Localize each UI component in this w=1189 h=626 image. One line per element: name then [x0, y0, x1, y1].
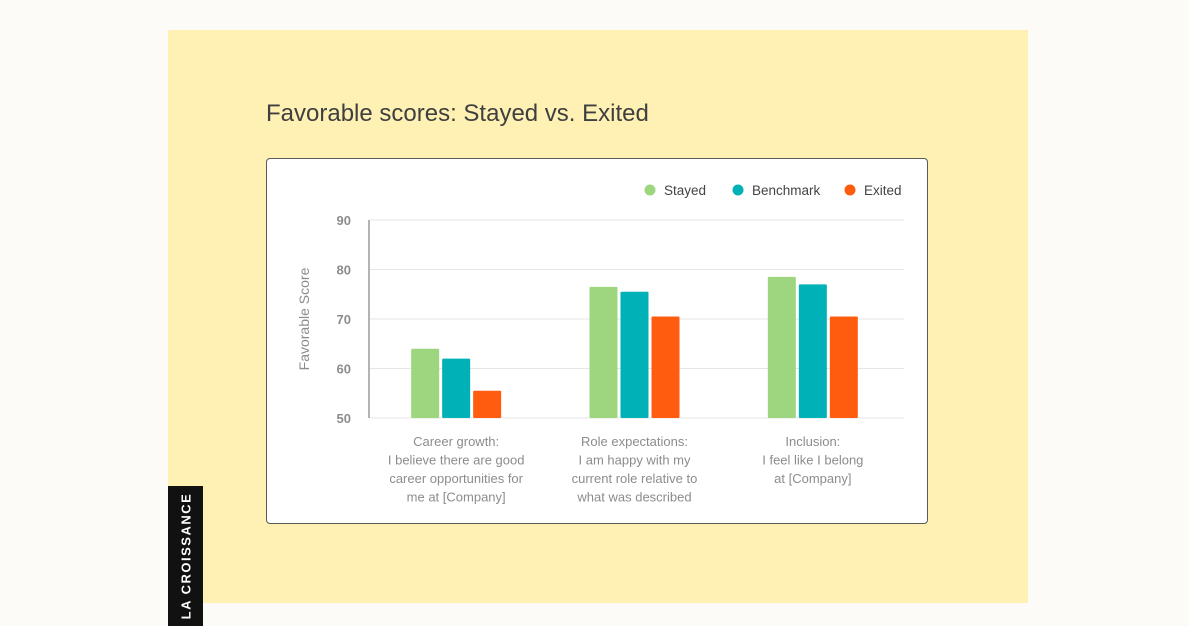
legend-label: Stayed [664, 183, 706, 198]
category-label: Role expectations: [581, 434, 688, 449]
bar-stayed [411, 348, 440, 418]
bar-chart: 50 60 70 80 90 Favorable Score Career growth: I… [296, 183, 904, 505]
category-label: current role relative to [572, 471, 698, 486]
y-tick-label: 70 [337, 312, 351, 327]
brand-label: LA CROISSANCE [178, 492, 194, 620]
bar-benchmark [442, 358, 471, 418]
legend-marker-stayed [644, 184, 656, 196]
y-tick-label: 50 [337, 411, 351, 426]
category-label: I am happy with my [579, 453, 691, 468]
bar-benchmark [798, 284, 827, 418]
bar-exited [651, 316, 680, 418]
y-tick-label: 90 [337, 213, 351, 228]
page-title: Favorable scores: Stayed vs. Exited [266, 100, 649, 127]
brand-tab [168, 486, 203, 626]
bar-stayed [767, 276, 796, 418]
category-label: I feel like I belong [762, 453, 863, 468]
bar-stayed [589, 286, 618, 418]
category-label: Inclusion: [785, 434, 840, 449]
category-label: what was described [576, 490, 691, 505]
legend-label: Benchmark [752, 183, 821, 198]
category-label: Career growth: [413, 434, 499, 449]
bar-benchmark [620, 291, 649, 418]
bar-exited [473, 390, 502, 418]
legend-marker-exited [844, 184, 856, 196]
chart-card: 50 60 70 80 90 Favorable Score Career growth: I… [266, 158, 928, 524]
category-label: at [Company] [774, 471, 851, 486]
y-tick-label: 80 [337, 263, 351, 278]
legend-label: Exited [864, 183, 902, 198]
category-label: I believe there are good [388, 453, 525, 468]
category-label: me at [Company] [407, 490, 506, 505]
legend-marker-benchmark [732, 184, 744, 196]
category-label: career opportunities for [389, 471, 523, 486]
y-axis-title: Favorable Score [296, 267, 312, 370]
y-tick-label: 60 [337, 362, 351, 377]
bar-exited [829, 316, 858, 418]
